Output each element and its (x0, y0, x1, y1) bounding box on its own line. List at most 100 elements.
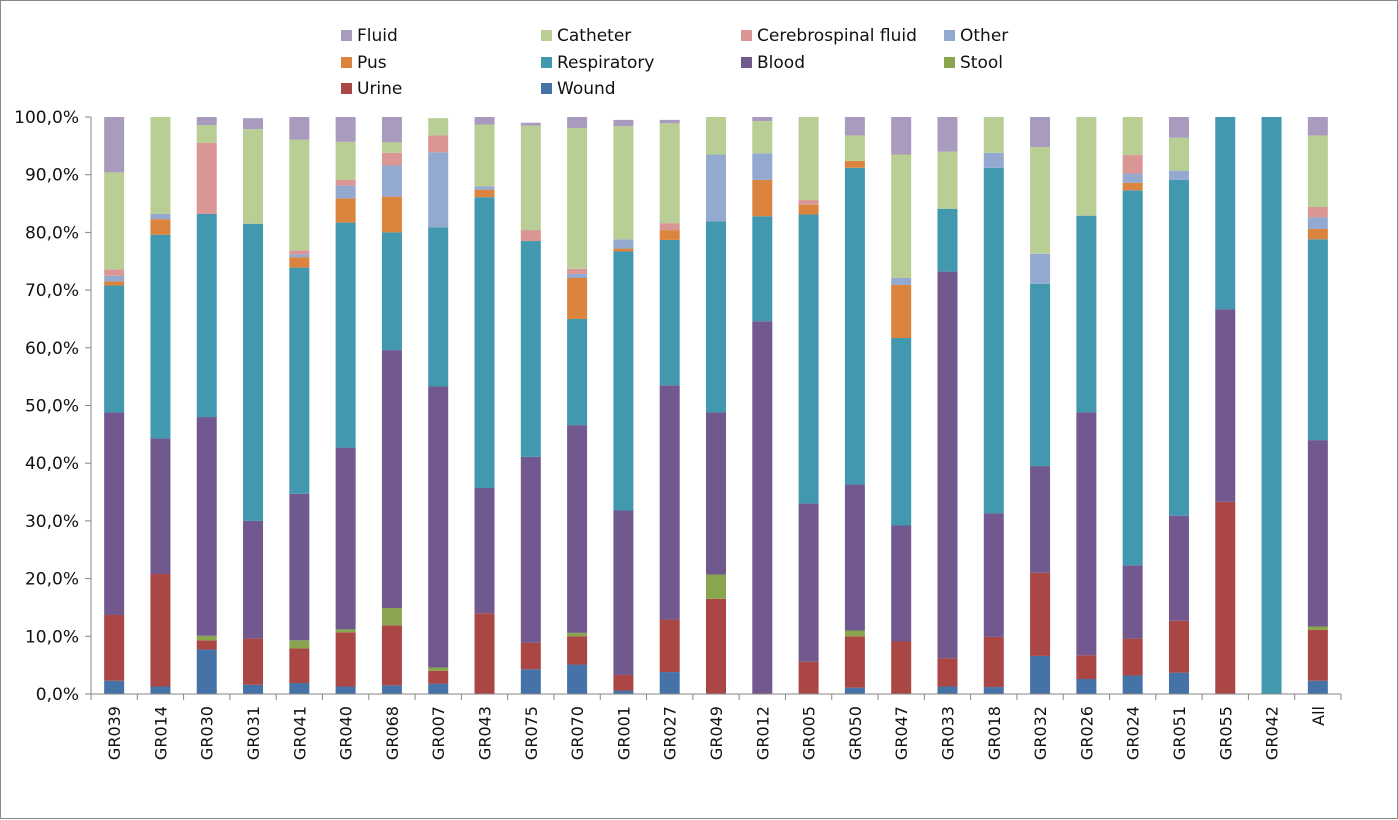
bar-gr027-cerebrospinal-fluid (659, 223, 680, 231)
legend-swatch (341, 57, 352, 68)
bar-gr014-urine (150, 573, 171, 687)
bar-stack-gr055 (1215, 117, 1236, 694)
bar-gr030-blood (196, 417, 217, 636)
bar-gr024-other (1122, 173, 1143, 183)
y-axis: 0,0% 10,0% 20,0% 30,0% 40,0% 50,0% 60,0% 70,0% 8… (14, 108, 92, 705)
bar-gr075-blood (520, 456, 541, 643)
bar-gr051-urine (1168, 620, 1189, 673)
bar-gr050-urine (844, 636, 865, 688)
bar-gr050-catheter (844, 135, 865, 161)
bar-gr040-fluid (335, 117, 356, 142)
bar-stack-gr042 (1261, 117, 1282, 694)
bar-gr014-other (150, 213, 171, 220)
bar-gr030-catheter (196, 125, 217, 143)
bar-gr005-respiratory (798, 214, 819, 504)
bar-gr024-catheter (1122, 117, 1143, 156)
bar-gr041-respiratory (289, 267, 310, 494)
x-tick-label: GR033 (938, 706, 957, 760)
y-tick-label: 80,0% (25, 223, 79, 243)
bar-gr051-other (1168, 170, 1189, 180)
bar-gr005-cerebrospinal-fluid (798, 200, 819, 205)
bar-gr001-catheter (613, 126, 634, 240)
bar-gr039-urine (104, 614, 125, 681)
bar-gr040-urine (335, 632, 356, 687)
bar-gr026-catheter (1076, 117, 1097, 216)
bar-gr047-other (891, 277, 912, 285)
bar-stack-gr050 (844, 117, 865, 694)
bar-all-respiratory (1307, 239, 1328, 441)
bar-gr001-urine (613, 674, 634, 691)
bar-gr068-urine (381, 625, 402, 686)
bar-gr047-catheter (891, 154, 912, 278)
bar-gr041-wound (289, 683, 310, 694)
bar-gr075-wound (520, 669, 541, 694)
bar-stack-gr032 (1030, 117, 1051, 694)
bar-gr040-blood (335, 447, 356, 630)
bar-gr030-wound (196, 649, 217, 694)
bar-gr039-blood (104, 412, 125, 615)
bar-gr031-respiratory (243, 223, 264, 521)
x-tick-label: GR014 (151, 706, 170, 760)
bar-stack-gr070 (567, 117, 588, 694)
bar-gr047-urine (891, 641, 912, 694)
bar-all-blood (1307, 440, 1328, 627)
bar-gr041-blood (289, 493, 310, 641)
bar-gr043-urine (474, 613, 495, 694)
bar-gr005-catheter (798, 117, 819, 201)
bar-gr012-respiratory (752, 216, 773, 322)
bar-gr040-stool (335, 629, 356, 633)
bar-gr050-pus (844, 160, 865, 168)
bar-gr014-pus (150, 219, 171, 235)
x-tick-label: GR027 (661, 706, 680, 760)
bar-gr050-respiratory (844, 167, 865, 485)
bar-gr001-pus (613, 248, 634, 252)
bar-gr068-other (381, 165, 402, 197)
bar-gr049-blood (706, 412, 726, 575)
bar-gr007-cerebrospinal-fluid (428, 135, 449, 153)
legend-label: Blood (757, 53, 805, 73)
bar-gr018-respiratory (983, 167, 1004, 514)
bar-gr040-pus (335, 198, 356, 223)
bar-gr051-respiratory (1168, 179, 1189, 516)
bar-gr027-pus (659, 230, 680, 240)
bar-gr026-wound (1076, 678, 1097, 694)
bar-gr018-other (983, 152, 1004, 168)
bar-gr041-cerebrospinal-fluid (289, 250, 310, 255)
x-tick-label: GR039 (105, 706, 124, 760)
bar-gr070-blood (567, 425, 588, 633)
bar-gr014-respiratory (150, 234, 171, 439)
bar-gr033-blood (937, 271, 958, 659)
bar-gr024-wound (1122, 675, 1143, 694)
bar-stack-gr041 (289, 117, 310, 694)
x-tick-label: GR040 (337, 706, 356, 760)
bar-gr026-respiratory (1076, 215, 1097, 413)
bar-gr055-urine (1215, 501, 1236, 694)
legend-item-wound: Wound (541, 79, 616, 99)
x-tick-label: GR070 (568, 706, 587, 760)
bar-gr042-respiratory (1261, 117, 1282, 694)
bar-gr051-blood (1168, 515, 1189, 621)
bar-stack-gr033 (937, 117, 958, 694)
bar-all-stool (1307, 626, 1328, 630)
x-tick-label: GR050 (846, 706, 865, 760)
x-tick-label: GR075 (522, 706, 541, 760)
bar-gr051-fluid (1168, 117, 1189, 138)
legend-label: Cerebrospinal fluid (757, 26, 917, 46)
bar-gr031-wound (243, 684, 264, 694)
bar-gr007-blood (428, 386, 449, 668)
legend-swatch (541, 83, 552, 94)
bar-gr068-cerebrospinal-fluid (381, 152, 402, 166)
bar-gr007-other (428, 152, 449, 228)
bars (104, 117, 1328, 694)
legend-label: Catheter (557, 26, 631, 46)
x-tick-label: GR051 (1170, 706, 1189, 760)
legend-label: Stool (960, 53, 1003, 73)
bar-gr032-catheter (1030, 147, 1051, 254)
y-tick-label: 100,0% (14, 108, 79, 128)
bar-gr024-pus (1122, 182, 1143, 191)
bar-gr041-pus (289, 257, 310, 268)
legend-label: Urine (357, 79, 402, 99)
legend-item-fluid: Fluid (341, 26, 398, 46)
bar-gr068-stool (381, 608, 402, 626)
bar-gr075-urine (520, 642, 541, 670)
